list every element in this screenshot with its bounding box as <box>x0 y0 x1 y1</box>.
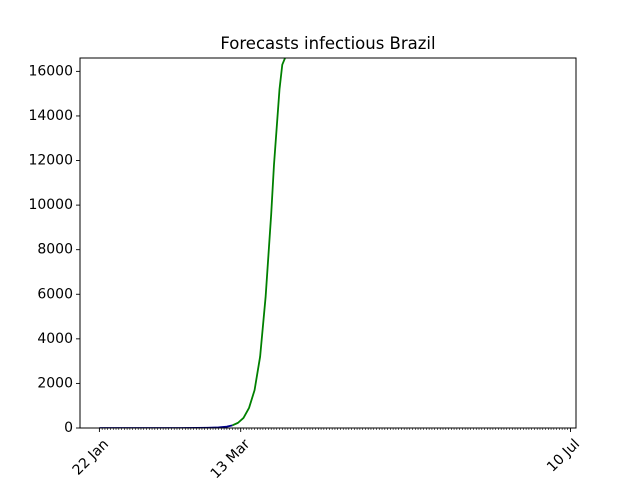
chart-title: Forecasts infectious Brazil <box>220 34 435 53</box>
y-tick-label: 6000 <box>37 286 73 302</box>
series-line-2 <box>232 58 286 427</box>
y-tick-label: 12000 <box>28 153 73 169</box>
y-tick-label: 2000 <box>37 375 73 391</box>
y-tick-label: 14000 <box>28 108 73 124</box>
y-tick-label: 10000 <box>28 197 73 213</box>
y-tick-label: 4000 <box>37 331 73 347</box>
y-tick-label: 8000 <box>37 242 73 258</box>
axes-frame <box>79 57 577 429</box>
y-tick-label: 0 <box>64 420 73 436</box>
y-tick-label: 16000 <box>28 63 73 79</box>
